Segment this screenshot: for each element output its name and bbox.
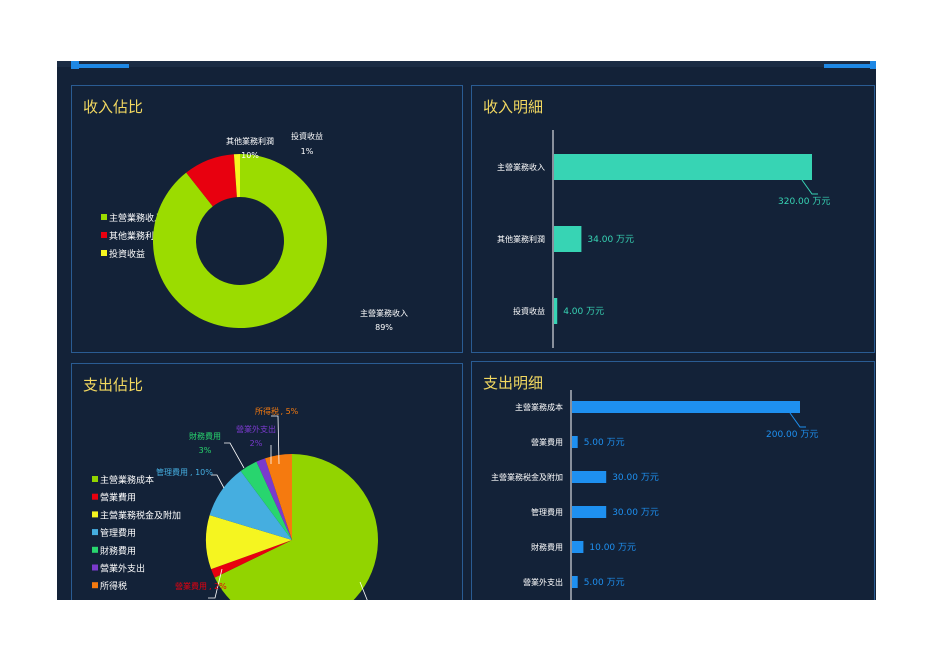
slice-percent-label: 1% (301, 147, 314, 156)
legend-label: 營業外支出 (100, 563, 145, 575)
label-leader (801, 179, 818, 195)
bar (572, 471, 607, 483)
legend-swatch (92, 476, 98, 482)
income-share-title: 收入佔比 (83, 98, 144, 116)
slice-name-label: 主營業務收入 (360, 308, 408, 318)
income-detail-title: 收入明細 (483, 98, 544, 116)
value-label: 30.00 万元 (612, 508, 659, 518)
slice-name-label: 其他業務利潤 (226, 136, 274, 146)
bar (554, 226, 582, 252)
category-label: 財務費用 (531, 542, 563, 552)
legend-label: 主營業務税金及附加 (100, 509, 181, 521)
legend-label: 主營業務成本 (100, 474, 154, 486)
category-label: 主營業務税金及附加 (491, 472, 563, 482)
value-label: 10.00 万元 (589, 543, 636, 553)
legend-swatch (101, 232, 107, 238)
legend-swatch (92, 546, 98, 553)
slice-percent-label: 89% (375, 323, 393, 332)
value-label: 34.00 万元 (587, 235, 634, 245)
pie-slice (206, 515, 292, 570)
value-label: 30.00 万元 (612, 473, 659, 483)
category-label: 其他業務利潤 (497, 234, 545, 244)
dashboard: 收入佔比 主營業務收入 其他業務利潤 投資收益 主營業務收入 89% 其他業務利潤 10% 投… (57, 61, 876, 600)
slice-percent-label: , 5% (281, 407, 299, 416)
slice-percent-label: 10% (241, 151, 259, 160)
income-share-panel: 收入佔比 主營業務收入 其他業務利潤 投資收益 主營業務收入 89% 其他業務利潤 10% 投… (71, 85, 463, 353)
expense-share-title: 支出佔比 (83, 376, 144, 394)
pie-slice (186, 154, 237, 207)
label-leader (208, 568, 223, 599)
slice-percent-label: 3% (199, 446, 212, 455)
category-label: 投資收益 (513, 306, 545, 316)
label-leader (789, 412, 806, 428)
pie-slice (153, 154, 327, 328)
header-corner-right-cap (870, 61, 876, 69)
legend-swatch (92, 582, 98, 589)
expense-share-panel: 支出佔比 主營業務成本 營業費用 主營業務税金及附加 管理費用 財務費用 營業外支出 所得税… (71, 363, 463, 600)
slice-name-label: 財務費用 (189, 431, 221, 441)
legend-swatch (92, 529, 98, 536)
legend-swatch (92, 511, 98, 518)
legend-label: 所得税 (100, 580, 127, 592)
pie-slice (256, 458, 292, 540)
legend-swatch (101, 214, 107, 220)
header-corner-right (824, 64, 872, 68)
bar (572, 541, 584, 553)
legend-label: 財務費用 (100, 545, 136, 557)
label-leader (211, 474, 225, 489)
value-label: 200.00 万元 (766, 430, 818, 440)
category-label: 主營業務收入 (497, 162, 545, 172)
category-label: 營業外支出 (523, 577, 563, 587)
slice-name-label: 管理費用 (156, 467, 188, 477)
header-rule (57, 61, 876, 67)
value-label: 5.00 万元 (584, 578, 625, 588)
expense-detail-title: 支出明细 (483, 374, 544, 392)
legend-label: 主營業務收入 (109, 212, 163, 224)
header-corner-left-cap (71, 61, 79, 69)
legend-label: 管理費用 (100, 527, 136, 539)
bar (554, 154, 812, 180)
legend-swatch (101, 250, 107, 256)
legend-label: 營業費用 (100, 492, 136, 504)
pie-slice (214, 454, 378, 600)
category-label: 主營業務成本 (515, 402, 563, 412)
slice-name-label: 營業外支出 (236, 424, 276, 434)
bar (572, 436, 578, 448)
bar (572, 506, 607, 518)
legend-swatch (92, 493, 98, 500)
label-leader (224, 442, 245, 469)
label-leader (271, 415, 280, 465)
category-label: 營業費用 (531, 437, 563, 447)
pie-slice (233, 154, 240, 198)
slice-percent-label: 2% (250, 439, 263, 448)
slice-name-label: 所得税 (255, 406, 279, 416)
value-label: 320.00 万元 (778, 197, 830, 207)
expense-detail-panel: 支出明细 主營業務成本 200.00 万元 營業費用 5.00 万元 主營業務税金及附加… (471, 361, 875, 600)
legend-label: 其他業務利潤 (109, 230, 163, 242)
pie-slice (209, 470, 292, 540)
bar (572, 401, 800, 413)
bar (572, 576, 578, 588)
legend-label: 投資收益 (109, 248, 145, 260)
pie-slice (264, 454, 292, 540)
income-detail-panel: 收入明細 主營業務收入 320.00 万元其他業務利潤 34.00 万元投資收益 4.… (471, 85, 875, 353)
slice-name-label: 營業費用 (175, 581, 207, 591)
value-label: 5.00 万元 (584, 438, 625, 448)
pie-slice (211, 540, 292, 578)
slice-percent-label: , 2% (209, 582, 227, 591)
header-corner-left (71, 64, 129, 68)
legend-swatch (92, 564, 98, 571)
label-leader (359, 581, 368, 600)
value-label: 4.00 万元 (563, 307, 604, 317)
category-label: 管理費用 (531, 507, 563, 517)
bar (554, 298, 558, 324)
pie-slice (240, 461, 292, 540)
slice-percent-label: , 10% (190, 468, 213, 477)
slice-name-label: 投資收益 (291, 131, 323, 141)
